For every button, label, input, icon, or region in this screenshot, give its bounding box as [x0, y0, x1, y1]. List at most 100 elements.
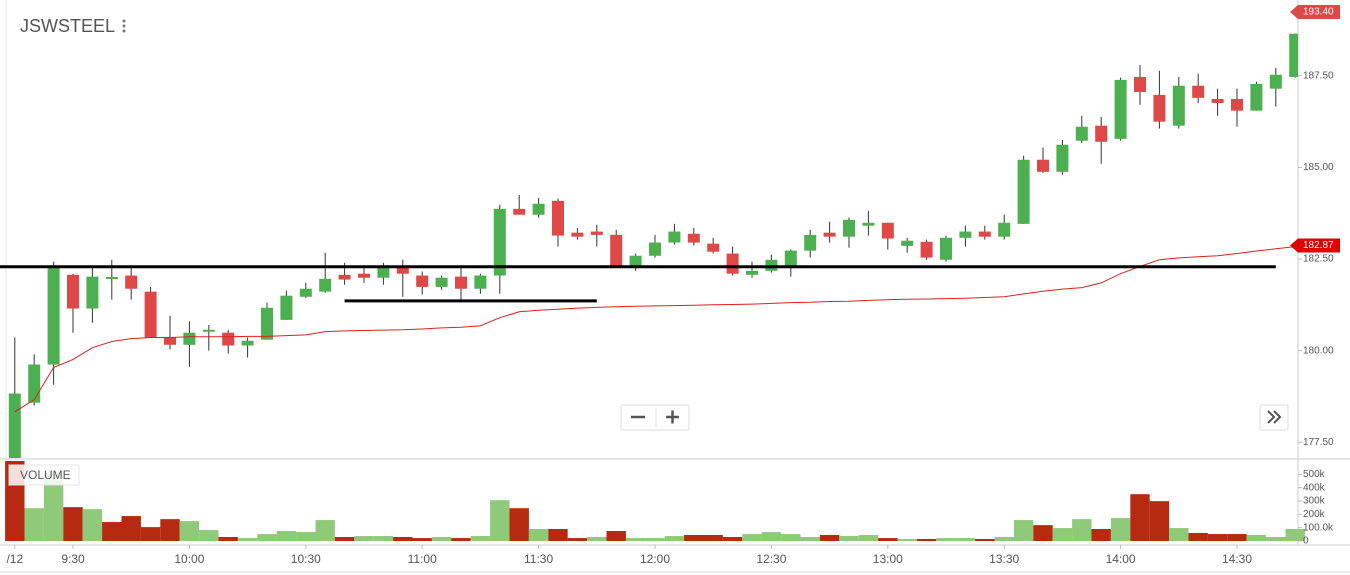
scroll-end-button[interactable]	[1259, 404, 1289, 431]
price-pane	[0, 33, 1298, 458]
volume-bar	[664, 536, 685, 541]
candle-body	[610, 234, 623, 267]
volume-bar	[567, 538, 588, 541]
candle-body	[823, 232, 836, 237]
vwap-tag	[1290, 238, 1340, 253]
candle-body	[183, 332, 196, 345]
candle-body	[1250, 83, 1263, 111]
candle-body	[1017, 159, 1030, 224]
volume-tick-label: 300k	[1303, 496, 1326, 507]
x-tick-label: 11:00	[408, 552, 437, 566]
volume-bar	[1207, 534, 1228, 541]
x-tick-label: 14:30	[1222, 552, 1252, 566]
candle-body	[261, 307, 273, 340]
candle-body	[1037, 159, 1049, 172]
volume-bar	[916, 539, 937, 541]
x-tick-label: 14:00	[1106, 552, 1136, 566]
volume-bar	[470, 536, 491, 541]
volume-bar	[994, 537, 1014, 541]
candle-body	[552, 200, 564, 236]
candle-body	[901, 240, 914, 246]
volume-bar	[781, 534, 801, 541]
candle-body	[396, 265, 409, 274]
candle-body	[299, 288, 312, 297]
volume-tick-label: 400k	[1303, 482, 1326, 493]
candle-body	[416, 275, 429, 287]
volume-bar	[296, 532, 316, 541]
volume-bar	[121, 516, 141, 541]
candle-body	[47, 266, 60, 365]
candle-body	[164, 337, 176, 345]
candle-body	[687, 233, 700, 243]
candle-body	[1056, 144, 1069, 172]
candle-body	[571, 232, 584, 237]
candle-body	[629, 255, 642, 267]
volume-bar	[761, 532, 782, 541]
candle-body	[144, 291, 157, 338]
volume-bar	[102, 522, 122, 541]
x-tick-label: 13:00	[873, 552, 903, 566]
volume-bar	[955, 538, 976, 541]
volume-tick-label: 500k	[1303, 469, 1326, 480]
candle-body	[746, 270, 758, 275]
volume-bar	[819, 535, 840, 541]
x-tick-label: /12	[6, 552, 23, 566]
candle-body	[202, 329, 215, 332]
y-tick-label: 177.50	[1303, 437, 1334, 448]
volume-bar	[179, 521, 200, 541]
volume-bar	[451, 538, 471, 541]
volume-bar	[625, 538, 646, 541]
candle-body	[28, 364, 41, 403]
candle-body	[784, 250, 797, 267]
candle-body	[435, 277, 448, 287]
candle-body	[978, 231, 991, 237]
volume-bar	[1246, 535, 1267, 541]
volume-bar	[1130, 494, 1150, 541]
volume-bar	[354, 536, 374, 541]
volume-bar	[24, 508, 44, 541]
y-tick-label: 182.50	[1303, 254, 1334, 265]
candle-body	[319, 278, 332, 292]
volume-bar	[703, 535, 723, 541]
volume-tick-label: 200k	[1303, 509, 1326, 520]
candle-body	[668, 231, 681, 243]
volume-bar	[1285, 529, 1305, 541]
candle-body	[959, 231, 972, 238]
volume-bar	[684, 535, 704, 541]
candle-body	[1153, 94, 1166, 122]
candle-body	[862, 222, 875, 226]
x-tick-label: 11:30	[524, 552, 553, 566]
candle-body	[1134, 76, 1146, 92]
candle-body	[590, 231, 603, 235]
candle-body	[125, 275, 138, 289]
y-tick-label: 180.00	[1303, 345, 1334, 356]
y-tick-label: 185.00	[1303, 162, 1334, 173]
candle-body	[1095, 125, 1108, 142]
volume-bar	[936, 538, 956, 541]
volume-bar	[722, 537, 743, 541]
candle-body	[881, 222, 894, 239]
candle-body	[105, 276, 118, 279]
x-tick-label: 12:00	[640, 552, 670, 566]
volume-bar	[160, 519, 180, 541]
volume-bar	[878, 538, 898, 541]
volume-bar	[742, 534, 762, 541]
menu-icon[interactable]	[122, 19, 126, 33]
candle-body	[222, 332, 235, 346]
volume-bar	[1188, 533, 1208, 541]
volume-bar	[43, 474, 64, 541]
volume-bar	[257, 534, 277, 541]
candle-body	[455, 276, 467, 289]
volume-bar	[897, 539, 917, 541]
volume-bar	[199, 530, 219, 541]
candle-body	[1269, 74, 1282, 89]
volume-bar	[276, 531, 297, 541]
volume-bar	[1091, 529, 1111, 541]
volume-title: VOLUME	[20, 468, 71, 482]
zoom-in[interactable]	[666, 410, 679, 424]
volume-bar	[839, 536, 859, 541]
x-tick-label: 12:30	[756, 552, 786, 566]
candle-body	[358, 273, 370, 278]
x-tick-label: 10:00	[174, 552, 204, 566]
